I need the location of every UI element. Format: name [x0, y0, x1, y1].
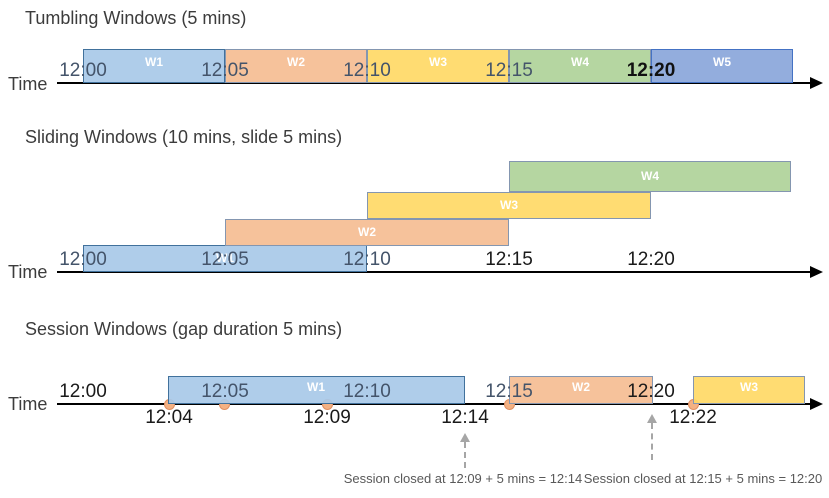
time-axis: [57, 82, 811, 84]
tick-label: 12:00: [59, 249, 107, 270]
tick-label: 12:10: [343, 381, 391, 402]
window-label: W3: [429, 55, 447, 69]
window-label: W1: [216, 251, 234, 265]
tick-label: 12:20: [627, 381, 675, 402]
window-label: W2: [287, 55, 305, 69]
window-box-w2: [225, 49, 367, 83]
section-title-session: Session Windows (gap duration 5 mins): [25, 319, 343, 339]
event-time-label: 12:09: [303, 407, 351, 428]
tick-label: 12:00: [59, 381, 107, 402]
window-box-w1: [83, 245, 367, 272]
tick-label: 12:00: [59, 60, 107, 81]
tick-label: 12:05: [201, 249, 249, 270]
window-label: W4: [641, 169, 659, 183]
section-title-sliding: Sliding Windows (10 mins, slide 5 mins): [25, 127, 343, 147]
window-label: W3: [500, 198, 518, 212]
window-box-w4: [509, 161, 791, 192]
time-axis-label: Time: [8, 262, 48, 282]
event-time-label: 12:22: [669, 407, 717, 428]
time-axis: [57, 403, 811, 405]
time-axis-arrowhead: [810, 77, 823, 89]
session-close-annotation: Session closed at 12:09 + 5 mins = 12:14: [343, 471, 583, 486]
section-title-tumbling: Tumbling Windows (5 mins): [25, 8, 247, 28]
time-axis-arrowhead: [810, 398, 823, 410]
tick-label: 12:10: [343, 60, 391, 81]
time-axis-label: Time: [8, 74, 48, 94]
dashed-arrow-up-icon: [460, 433, 470, 442]
tick-label: 12:15: [485, 60, 533, 81]
tick-label: 12:20: [627, 249, 675, 270]
window-box-w3: [367, 49, 509, 83]
window-label: W2: [572, 380, 590, 394]
tick-label: 12:15: [485, 249, 533, 270]
window-box-w2: [509, 376, 653, 404]
tick-label: 12:05: [201, 60, 249, 81]
tick-label: 12:20: [626, 60, 676, 81]
tick-label: 12:10: [343, 249, 391, 270]
window-label: W5: [713, 55, 731, 69]
event-time-label: 12:14: [441, 407, 489, 428]
window-label: W3: [740, 380, 758, 394]
window-label: W1: [145, 55, 163, 69]
time-axis: [57, 271, 811, 273]
tick-label: 12:15: [485, 381, 533, 402]
window-box-w2: [225, 219, 509, 246]
tick-label: 12:05: [201, 381, 249, 402]
dashed-arrow-line: [464, 442, 466, 468]
dashed-arrow-line: [651, 423, 653, 460]
dashed-arrow-up-icon: [647, 414, 657, 423]
window-box-w3: [693, 376, 805, 404]
time-axis-arrowhead: [810, 266, 823, 278]
window-label: W1: [307, 380, 325, 394]
window-box-w1: [168, 376, 465, 404]
window-box-w4: [509, 49, 651, 83]
window-box-w5: [651, 49, 793, 83]
window-label: W2: [358, 225, 376, 239]
window-box-w3: [367, 192, 651, 219]
event-time-label: 12:04: [145, 407, 193, 428]
time-axis-label: Time: [8, 394, 48, 414]
window-box-w1: [83, 49, 225, 83]
session-close-annotation: Session closed at 12:15 + 5 mins = 12:20: [583, 471, 823, 486]
window-label: W4: [571, 55, 589, 69]
